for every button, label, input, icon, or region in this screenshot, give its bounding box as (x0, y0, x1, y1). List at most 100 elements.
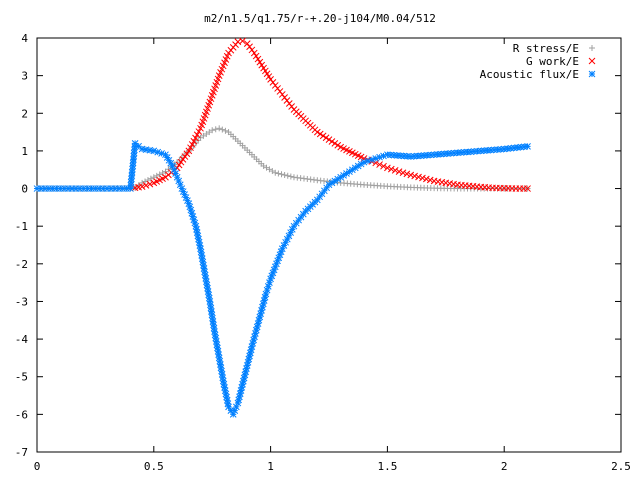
data-point (325, 136, 333, 143)
data-point (399, 169, 407, 177)
data-point (334, 141, 342, 149)
series-2 (131, 37, 531, 192)
data-point (287, 173, 294, 180)
series-3 (33, 140, 531, 418)
data-point (192, 134, 199, 142)
y-axis: 4 3 2 1 0 -1 -2 -3 -4 -5 -6 -7 (15, 32, 621, 459)
data-point (142, 182, 150, 189)
y-tick-label: -7 (15, 446, 28, 459)
data-point (354, 162, 362, 170)
data-point (212, 334, 220, 342)
data-point (147, 175, 154, 182)
data-point (274, 257, 281, 265)
y-tick-label: -5 (15, 371, 28, 384)
data-point (218, 371, 226, 378)
legend-marker (588, 70, 596, 78)
plot-frame (36, 37, 622, 453)
data-point (209, 127, 216, 134)
legend-marker (589, 45, 595, 51)
data-point (284, 172, 291, 179)
data-point (250, 49, 258, 57)
data-point (229, 411, 237, 418)
data-point (415, 173, 422, 181)
data-point (391, 167, 399, 174)
data-point (380, 162, 387, 170)
data-point (411, 172, 419, 180)
data-point (372, 155, 380, 162)
data-point (426, 176, 434, 184)
data-point (243, 40, 251, 47)
data-point (181, 153, 189, 160)
y-tick-label: 1 (21, 145, 28, 158)
data-point (129, 165, 136, 173)
data-point (193, 131, 201, 139)
data-point (254, 55, 262, 63)
data-point (319, 132, 327, 140)
data-point (524, 143, 531, 150)
data-point (158, 150, 165, 157)
data-point (153, 172, 160, 179)
data-point (248, 46, 256, 54)
y-tick-label: -6 (15, 408, 28, 421)
data-point (33, 185, 41, 192)
data-point (258, 61, 266, 69)
data-point (150, 174, 157, 181)
data-point (239, 37, 246, 45)
legend-label: Acoustic flux/E (480, 68, 579, 81)
data-point (257, 310, 265, 318)
data-point (177, 158, 185, 166)
data-point (212, 126, 219, 133)
data-point (387, 165, 395, 173)
y-tick-label: 2 (21, 107, 28, 120)
x-tick-label: 2.5 (611, 460, 631, 473)
data-point (156, 171, 163, 178)
data-point (222, 127, 229, 134)
data-point (200, 265, 208, 272)
data-point (256, 58, 264, 66)
data-point (384, 164, 391, 172)
data-point (185, 147, 193, 155)
data-point (201, 271, 209, 279)
y-tick-label: -1 (15, 220, 28, 233)
data-point (322, 134, 330, 142)
y-tick-label: 3 (21, 70, 28, 83)
data-point (216, 125, 223, 132)
y-tick-label: -3 (15, 295, 28, 308)
y-tick-label: 4 (21, 32, 28, 45)
data-point (281, 171, 288, 178)
data-point (316, 130, 324, 138)
data-point (275, 170, 282, 177)
data-point (313, 128, 321, 136)
data-point (262, 290, 270, 298)
data-point (138, 145, 146, 153)
x-tick-label: 1.5 (377, 460, 397, 473)
data-point (331, 140, 339, 147)
data-point (524, 185, 531, 192)
data-point (187, 144, 194, 152)
data-series (33, 37, 531, 418)
chart-title: m2/n1.5/q1.75/r-+.20-j104/M0.04/512 (204, 12, 436, 25)
y-tick-label: -2 (15, 258, 28, 271)
data-point (183, 150, 191, 158)
data-point (264, 283, 272, 290)
x-tick-label: 0.5 (144, 460, 164, 473)
y-tick-label: 0 (21, 183, 28, 196)
data-point (146, 180, 154, 188)
data-point (360, 158, 368, 166)
data-point (263, 286, 271, 294)
data-point (395, 168, 403, 175)
data-point (368, 156, 376, 164)
legend-marker (588, 57, 596, 65)
data-point (403, 170, 411, 178)
x-axis: 0 0.5 1 1.5 2 2.5 (34, 38, 631, 473)
legend-label: R stress/E (513, 42, 579, 55)
data-point (419, 174, 426, 182)
data-point (190, 137, 198, 145)
x-tick-label: 2 (501, 460, 508, 473)
data-point (219, 126, 226, 133)
data-point (138, 183, 146, 191)
data-point (195, 128, 203, 135)
data-point (407, 171, 415, 179)
